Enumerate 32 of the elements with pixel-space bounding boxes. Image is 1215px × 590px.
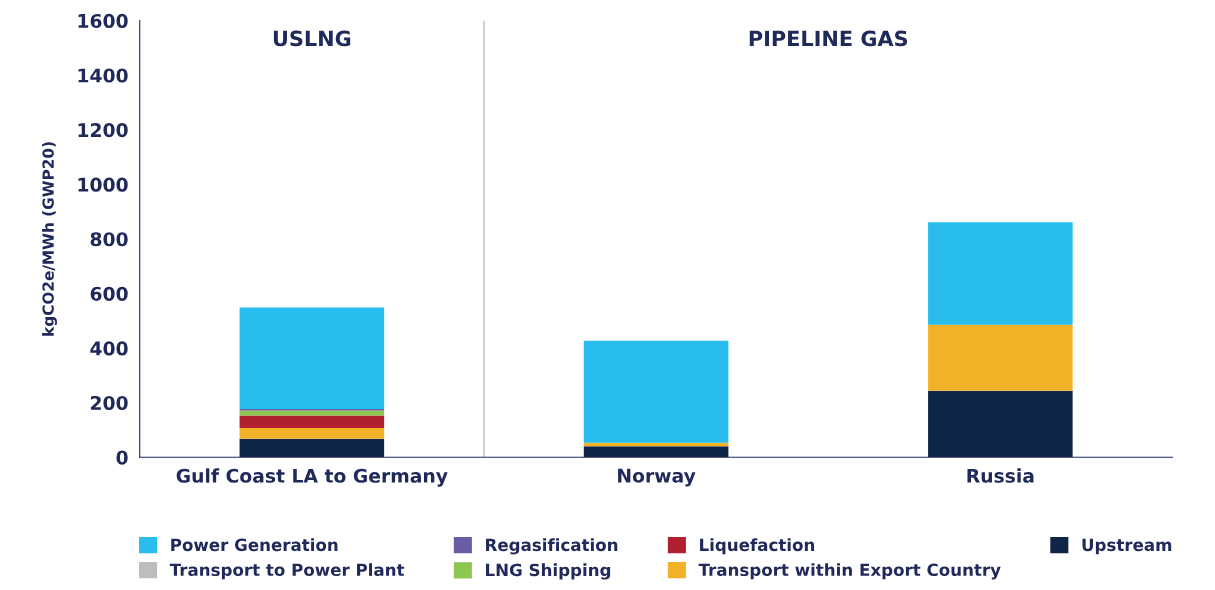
bar [928,222,1073,325]
x-tick-label: Norway [618,468,696,487]
y-tick-label: 400 [90,341,128,356]
legend-label: Power Generation [171,538,338,552]
x-tick-label: Russia [967,468,1034,483]
y-tick-label: 600 [90,286,128,301]
legend-label: Liquefaction [700,538,815,555]
annotation: USLNG [273,30,351,47]
legend-label: LNG Shipping [486,563,611,580]
legend-label: Upstream [1082,538,1172,555]
bar [239,438,385,458]
y-tick-label: 1400 [78,68,128,83]
y-tick-label: 800 [90,232,128,247]
x-tick-label: Gulf Coast LA to Germany [176,468,448,487]
bar [239,410,385,416]
y-tick-label: 1600 [78,13,128,29]
legend-label: Transport to Power Plant [169,563,405,580]
bar [928,324,1073,391]
legend-label: Transport within Export Country [698,563,1001,580]
bar [239,307,385,409]
y-axis-title: kgCO2e/MWh (GWP20) [42,142,57,336]
annotation: PIPELINE GAS [749,30,908,47]
bar [239,415,385,429]
bar [239,428,385,439]
y-tick-label: 200 [90,395,128,411]
bar [583,446,729,458]
bar [583,340,729,443]
y-tick-label: 1000 [78,177,128,192]
y-tick-label: 1200 [78,123,128,138]
bar [928,390,1073,458]
legend-label: Regasification [486,538,618,555]
y-tick-label: 0 [116,450,128,465]
